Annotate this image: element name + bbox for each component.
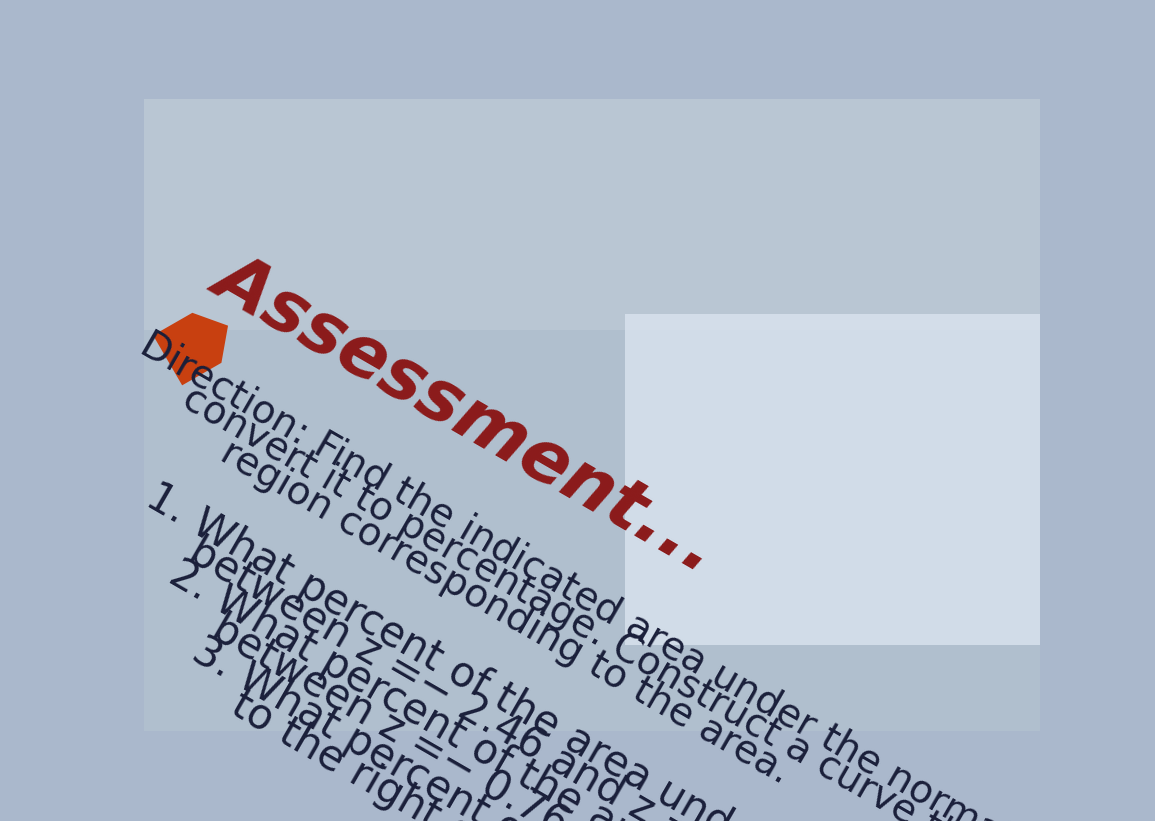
- Text: Assessment...: Assessment...: [203, 241, 731, 585]
- Text: convert it to percentage. Construct a curve then shade the: convert it to percentage. Construct a cu…: [176, 379, 1155, 821]
- Text: between z =− 2.46 and z = 1.55 ?: between z =− 2.46 and z = 1.55 ?: [181, 530, 826, 821]
- Text: 1. What percent of the area under the normal curve is: 1. What percent of the area under the no…: [139, 476, 1137, 821]
- Text: between z =− 0.76 and z =− 2.88 ?: between z =− 0.76 and z =− 2.88 ?: [204, 607, 879, 821]
- Polygon shape: [154, 313, 228, 385]
- Text: 3. What percent of the area under the normal curve is: 3. What percent of the area under the no…: [185, 630, 1155, 821]
- Bar: [144, 99, 1040, 329]
- Text: region corresponding to the area.: region corresponding to the area.: [215, 433, 797, 792]
- Text: 2. What percent of the area under the normal curve is: 2. What percent of the area under the no…: [162, 553, 1155, 821]
- Text: to the right of z = 0.89 ?: to the right of z = 0.89 ?: [224, 684, 688, 821]
- Bar: [625, 314, 1040, 645]
- Text: Direction: Find the indicated area under the normal curve, then: Direction: Find the indicated area under…: [133, 326, 1155, 821]
